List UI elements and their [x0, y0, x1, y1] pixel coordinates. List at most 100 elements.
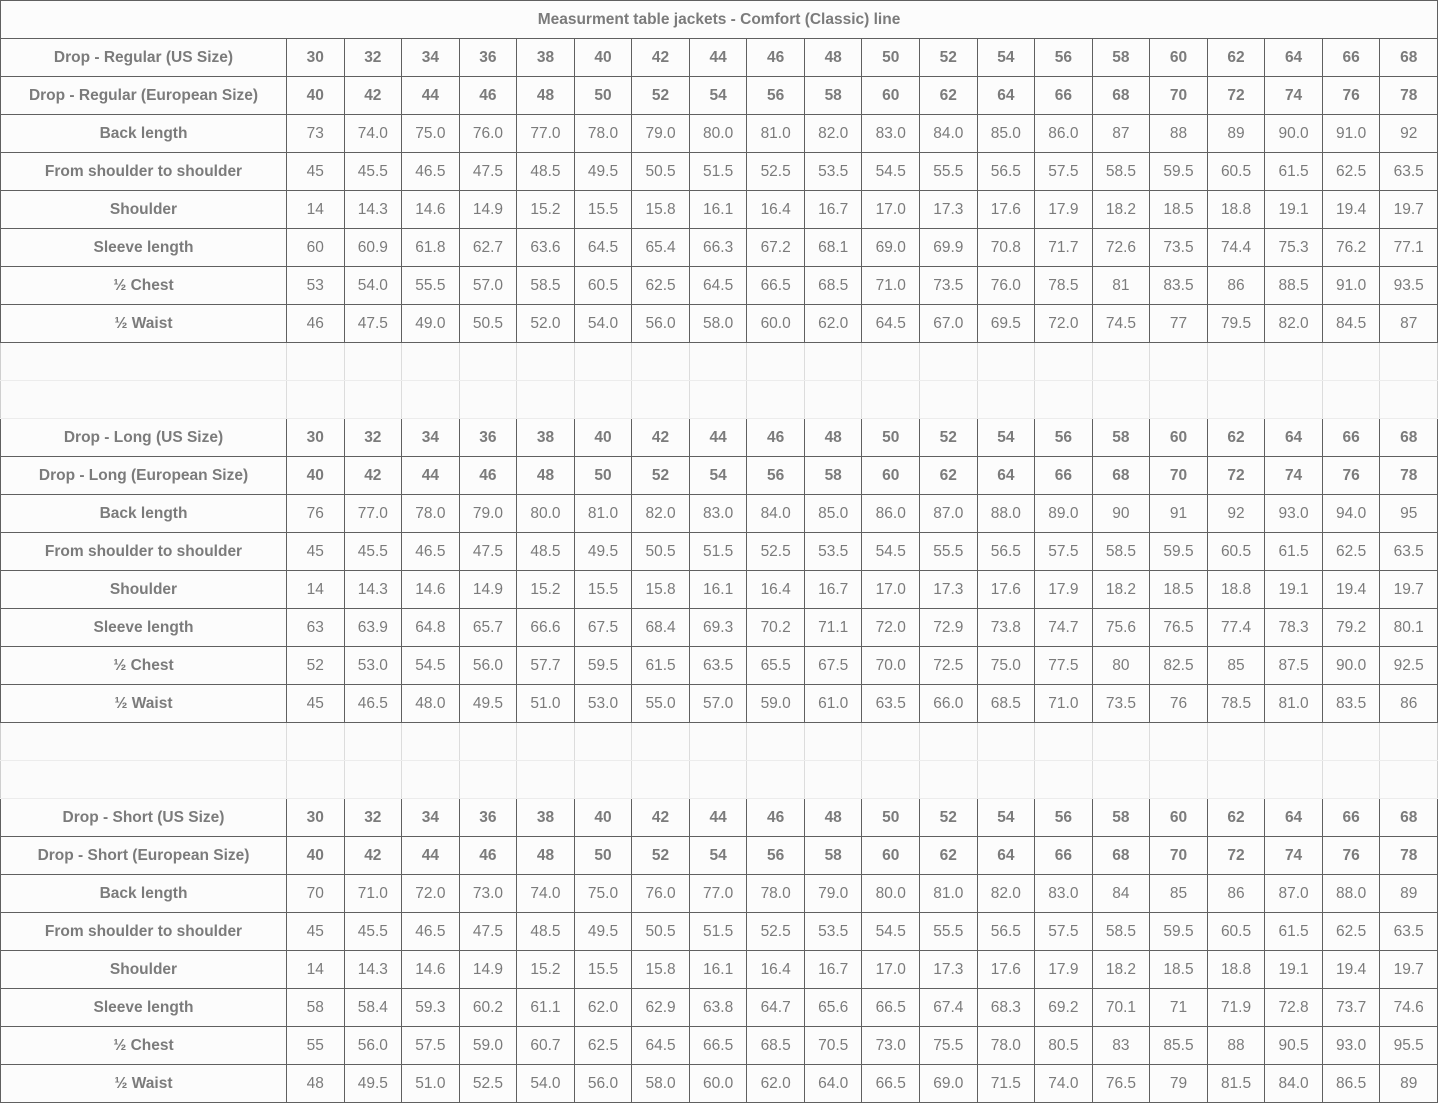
header-us-size-short-1: 32 [343, 798, 403, 837]
cell-short-1-14: 58.5 [1091, 912, 1151, 951]
cell-long-3-2: 64.8 [401, 608, 460, 647]
table-row: ½ Chest 53 54.0 55.5 57.0 58.5 60.5 62.5 64.5 66.… [0, 266, 1439, 305]
cell-regular-4-11: 73.5 [919, 266, 978, 305]
row-label-regular-5: ½ Waist [0, 304, 287, 343]
cell-short-3-14: 70.1 [1091, 988, 1151, 1027]
header-eu-size-long-10: 60 [861, 456, 921, 495]
header-eu-size-short-19: 78 [1379, 836, 1439, 875]
cell-long-3-14: 75.6 [1091, 608, 1151, 647]
cell-long-4-12: 75.0 [976, 646, 1036, 685]
cell-regular-3-11: 69.9 [919, 228, 978, 267]
cell-long-2-3: 14.9 [458, 570, 518, 609]
cell-short-3-1: 58.4 [343, 988, 403, 1027]
header-eu-size-short-2: 44 [401, 836, 460, 875]
cell-short-3-18: 73.7 [1321, 988, 1381, 1027]
row-label-regular-3: Sleeve length [0, 228, 287, 267]
cell-short-5-2: 51.0 [401, 1064, 460, 1103]
spacer-cell [0, 722, 287, 761]
header-eu-size-regular-11: 62 [919, 76, 978, 115]
header-us-size-short-0: 30 [286, 798, 345, 837]
cell-regular-4-6: 62.5 [631, 266, 690, 305]
cell-long-4-16: 85 [1206, 646, 1266, 685]
cell-long-2-19: 19.7 [1379, 570, 1439, 609]
cell-long-0-17: 93.0 [1264, 494, 1323, 533]
spacer-cell [861, 342, 921, 381]
spacer-cell [1264, 722, 1323, 761]
cell-short-3-6: 62.9 [631, 988, 690, 1027]
spacer-cell [1206, 722, 1266, 761]
cell-regular-3-2: 61.8 [401, 228, 460, 267]
cell-regular-2-8: 16.4 [746, 190, 805, 229]
cell-long-5-2: 48.0 [401, 684, 460, 723]
spacer-cell [746, 342, 805, 381]
cell-regular-2-13: 17.9 [1034, 190, 1093, 229]
cell-long-3-3: 65.7 [458, 608, 518, 647]
cell-regular-3-15: 73.5 [1149, 228, 1208, 267]
header-eu-size-short-0: 40 [286, 836, 345, 875]
cell-short-2-4: 15.2 [516, 950, 575, 989]
cell-long-4-17: 87.5 [1264, 646, 1323, 685]
cell-long-2-5: 15.5 [573, 570, 633, 609]
cell-long-5-5: 53.0 [573, 684, 633, 723]
spacer-cell [1034, 342, 1093, 381]
cell-short-2-2: 14.6 [401, 950, 460, 989]
cell-regular-4-19: 93.5 [1379, 266, 1439, 305]
spacer-cell [1206, 342, 1266, 381]
header-eu-size-regular-2: 44 [401, 76, 460, 115]
spacer-cell [0, 380, 287, 419]
cell-regular-2-2: 14.6 [401, 190, 460, 229]
cell-long-1-2: 46.5 [401, 532, 460, 571]
cell-regular-2-11: 17.3 [919, 190, 978, 229]
cell-regular-5-12: 69.5 [976, 304, 1036, 343]
header-eu-size-short-1: 42 [343, 836, 403, 875]
spacer-cell [861, 722, 921, 761]
cell-long-1-15: 59.5 [1149, 532, 1208, 571]
header-us-size-regular-0: 30 [286, 38, 345, 77]
row-label-regular-2: Shoulder [0, 190, 287, 229]
header-us-size-long-17: 64 [1264, 418, 1323, 457]
spacer-cell [746, 722, 805, 761]
row-label-short-1: From shoulder to shoulder [0, 912, 287, 951]
cell-long-4-0: 52 [286, 646, 345, 685]
cell-regular-1-12: 56.5 [976, 152, 1036, 191]
cell-regular-0-4: 77.0 [516, 114, 575, 153]
cell-short-5-4: 54.0 [516, 1064, 575, 1103]
cell-long-4-4: 57.7 [516, 646, 575, 685]
cell-long-5-4: 51.0 [516, 684, 575, 723]
header-eu-size-regular-18: 76 [1321, 76, 1381, 115]
cell-short-2-0: 14 [286, 950, 345, 989]
spacer-cell [919, 760, 978, 799]
cell-short-2-12: 17.6 [976, 950, 1036, 989]
cell-regular-5-9: 62.0 [803, 304, 863, 343]
header-us-size-short-12: 54 [976, 798, 1036, 837]
cell-regular-5-17: 82.0 [1264, 304, 1323, 343]
header-us-size-short-6: 42 [631, 798, 690, 837]
header-eu-size-regular-10: 60 [861, 76, 921, 115]
cell-short-0-16: 86 [1206, 874, 1266, 913]
cell-long-3-9: 71.1 [803, 608, 863, 647]
cell-regular-1-3: 47.5 [458, 152, 518, 191]
spacer-cell [0, 760, 287, 799]
header-us-size-short-18: 66 [1321, 798, 1381, 837]
cell-long-0-2: 78.0 [401, 494, 460, 533]
header-eu-size-long-17: 74 [1264, 456, 1323, 495]
header-us-size-regular-1: 32 [343, 38, 403, 77]
spacer-cell [688, 722, 748, 761]
cell-long-1-5: 49.5 [573, 532, 633, 571]
header-eu-size-regular-1: 42 [343, 76, 403, 115]
cell-short-4-10: 73.0 [861, 1026, 921, 1065]
cell-long-0-3: 79.0 [458, 494, 518, 533]
header-eu-size-regular-19: 78 [1379, 76, 1439, 115]
spacer-cell [1149, 722, 1208, 761]
cell-short-0-8: 78.0 [746, 874, 805, 913]
cell-long-0-16: 92 [1206, 494, 1266, 533]
cell-regular-3-6: 65.4 [631, 228, 690, 267]
cell-long-4-18: 90.0 [1321, 646, 1381, 685]
cell-long-0-12: 88.0 [976, 494, 1036, 533]
header-eu-size-long-16: 72 [1206, 456, 1266, 495]
cell-short-1-6: 50.5 [631, 912, 690, 951]
cell-regular-5-18: 84.5 [1321, 304, 1381, 343]
spacer-cell [1091, 342, 1151, 381]
header-us-size-regular-19: 68 [1379, 38, 1439, 77]
cell-long-0-10: 86.0 [861, 494, 921, 533]
